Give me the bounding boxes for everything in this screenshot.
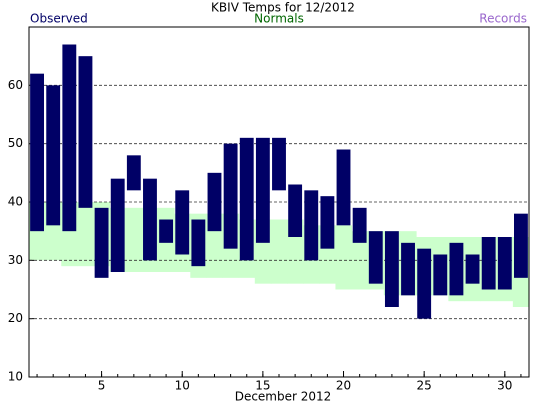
x-tick-label: 5 bbox=[98, 379, 106, 393]
legend-entry: Observed bbox=[30, 12, 88, 26]
observed-bar bbox=[465, 254, 480, 284]
x-axis-label: December 2012 bbox=[235, 390, 332, 404]
x-tick-label: 10 bbox=[175, 379, 190, 393]
observed-bar bbox=[272, 137, 286, 191]
observed-bar bbox=[255, 137, 270, 243]
observed-bar bbox=[514, 213, 528, 278]
observed-bar bbox=[320, 196, 335, 249]
observed-bar bbox=[304, 190, 319, 261]
observed-bar bbox=[30, 73, 44, 232]
observed-bar bbox=[352, 207, 367, 243]
observed-bar bbox=[78, 56, 93, 208]
y-tick-label: 30 bbox=[8, 253, 23, 267]
y-tick-label: 10 bbox=[8, 370, 23, 384]
observed-bar bbox=[94, 207, 109, 278]
observed-bar bbox=[497, 237, 512, 290]
normal-range bbox=[125, 207, 143, 272]
normal-range bbox=[270, 219, 288, 284]
normal-range bbox=[335, 225, 353, 290]
observed-bar bbox=[143, 178, 157, 261]
observed-bar bbox=[159, 219, 174, 243]
x-tick-label: 25 bbox=[417, 379, 432, 393]
observed-bar bbox=[449, 242, 464, 296]
x-tick-label: 20 bbox=[336, 379, 351, 393]
plot-frame bbox=[28, 26, 530, 378]
observed-bar bbox=[288, 184, 303, 237]
observed-bar bbox=[46, 85, 61, 226]
observed-bar bbox=[401, 242, 415, 296]
observed-bar bbox=[207, 172, 222, 232]
y-tick-label: 60 bbox=[8, 78, 23, 92]
observed-bar bbox=[223, 143, 238, 249]
observed-bar bbox=[110, 178, 125, 272]
y-tick-label: 50 bbox=[8, 136, 23, 150]
observed-bar bbox=[126, 155, 141, 191]
observed-bar bbox=[368, 231, 383, 284]
observed-bar bbox=[239, 137, 254, 261]
legend-entry: Normals bbox=[254, 12, 304, 26]
x-tick-label: 30 bbox=[497, 379, 512, 393]
normal-range bbox=[77, 202, 95, 267]
x-tick-label: 15 bbox=[255, 379, 270, 393]
observed-bar bbox=[433, 254, 448, 296]
observed-bar bbox=[384, 231, 399, 307]
y-tick-label: 40 bbox=[8, 195, 23, 209]
chart-title: KBIV Temps for 12/2012 bbox=[211, 1, 355, 15]
observed-bar bbox=[175, 190, 190, 255]
observed-bar bbox=[62, 44, 77, 232]
observed-bar bbox=[481, 237, 496, 290]
y-tick-label: 20 bbox=[8, 311, 23, 325]
legend-entry: Records bbox=[479, 12, 527, 26]
observed-bar bbox=[191, 219, 206, 267]
observed-bar bbox=[336, 149, 351, 226]
observed-bar bbox=[417, 248, 432, 319]
